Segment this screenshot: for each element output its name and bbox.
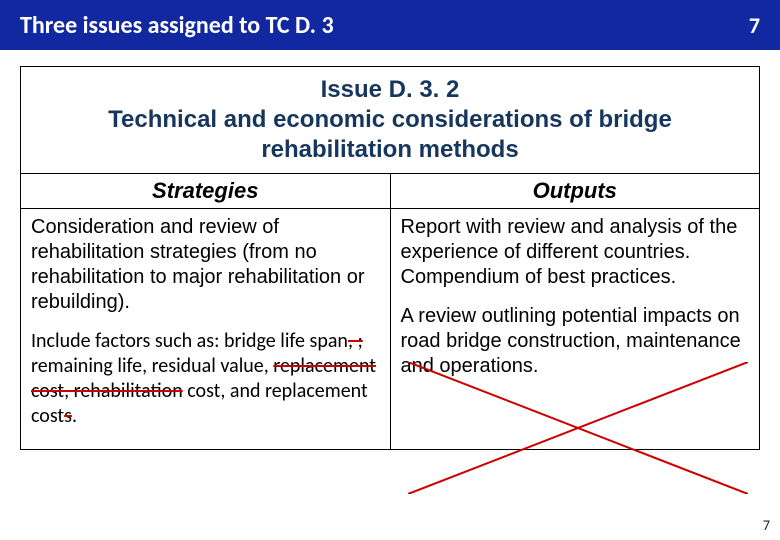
struck-text: s [64,404,72,428]
slide-number-top: 7 [749,12,760,39]
text-run: . [72,404,77,428]
strategies-para-1: Consideration and review of rehabilitati… [31,215,380,315]
outputs-para-2: A review outlining potential impacts on … [401,304,750,379]
col-head-outputs: Outputs [390,174,760,209]
issue-code: Issue D. 3. 2 [35,75,745,105]
col-head-strategies: Strategies [21,174,391,209]
outputs-cell: Report with review and analysis of the e… [390,209,760,450]
text-run: remaining life, residual value, [31,354,273,378]
content-area: Issue D. 3. 2 Technical and economic con… [0,50,780,450]
issue-table: Issue D. 3. 2 Technical and economic con… [20,66,760,450]
issue-title-cell: Issue D. 3. 2 Technical and economic con… [21,67,760,174]
slide-title: Three issues assigned to TC D. 3 [20,11,334,40]
issue-title: Technical and economic considerations of… [35,105,745,165]
strategies-para-2: Include factors such as: bridge life spa… [31,329,380,429]
slide-header: Three issues assigned to TC D. 3 7 [0,0,780,50]
struck-text: , ; [348,329,363,353]
slide-number-bottom: 7 [763,517,770,534]
outputs-para-1: Report with review and analysis of the e… [401,215,750,290]
strategies-cell: Consideration and review of rehabilitati… [21,209,391,450]
text-run: Include factors such as: bridge life spa… [31,329,348,353]
